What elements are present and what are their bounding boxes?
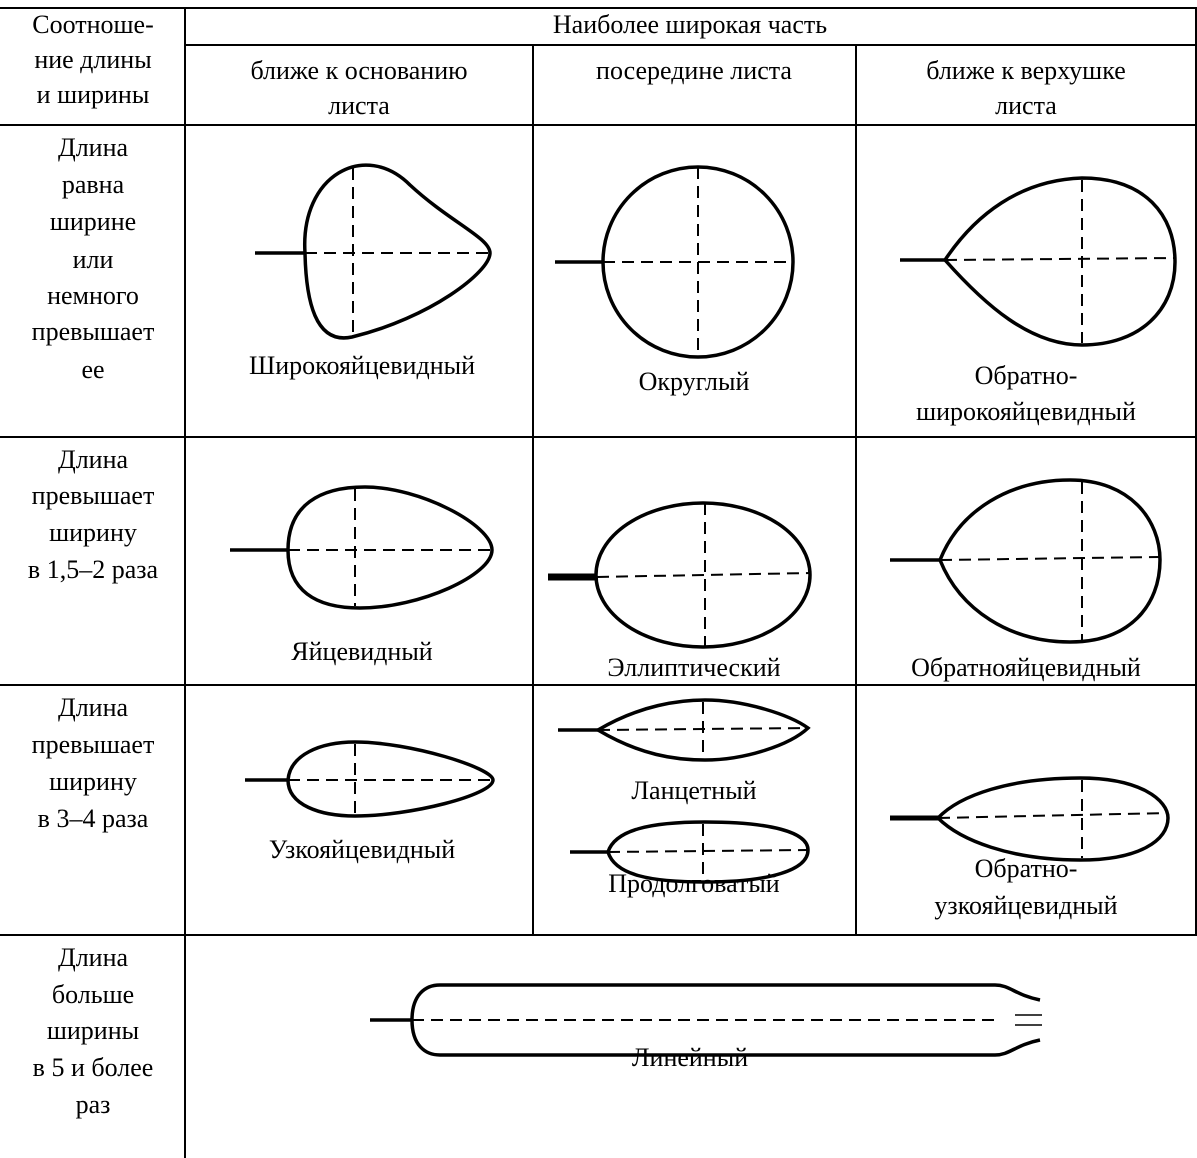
shape-names: Широкояйцевидный Округлый Обратно- широк…: [249, 351, 1141, 1072]
shape-name: Эллиптический: [607, 653, 780, 682]
leaf-linear: [370, 983, 1042, 1057]
row-label: Длина: [58, 693, 129, 722]
shape-name: узкояйцевидный: [934, 891, 1117, 920]
shape-name: широкояйцевидный: [916, 397, 1136, 426]
header-cell: и ширины: [37, 80, 150, 109]
header-cell: посередине листа: [596, 56, 792, 85]
shape-name: Продолговатый: [608, 869, 780, 898]
table-grid: [0, 7, 1197, 1158]
row-label: Длина: [58, 445, 129, 474]
row-label: ширину: [49, 518, 137, 547]
leaf-drawings: [230, 163, 1177, 1057]
header-cell: Соотноше-: [32, 10, 154, 39]
shape-name: Обратнояйцевидный: [911, 653, 1141, 682]
shape-name: Ланцетный: [631, 776, 756, 805]
leaf-lanceolate: [558, 698, 811, 762]
row-label: Длина: [58, 943, 129, 972]
row-label: ширину: [49, 767, 137, 796]
row-label: ширины: [47, 1016, 139, 1045]
leaf-oblong: [570, 820, 810, 884]
shape-name: Округлый: [639, 367, 750, 396]
shape-name: Узкояйцевидный: [269, 835, 455, 864]
row-label: раз: [76, 1090, 111, 1119]
row-label: Длина: [58, 133, 129, 162]
leaf-round: [555, 165, 795, 359]
header-cell: листа: [995, 91, 1057, 120]
shape-name: Линейный: [632, 1043, 748, 1072]
row-label: в 1,5–2 раза: [28, 555, 159, 584]
row-label: равна: [62, 170, 125, 199]
shape-name: Обратно-: [975, 854, 1078, 883]
header-cell: Наиболее широкая часть: [553, 10, 827, 39]
shape-name: Обратно-: [975, 361, 1078, 390]
row-label: в 5 и более: [33, 1053, 154, 1082]
header-texts: Соотноше- ние длины и ширины Наиболее ши…: [32, 10, 1125, 120]
row-label: в 3–4 раза: [38, 804, 149, 833]
row-label: немного: [47, 281, 139, 310]
shape-name: Яйцевидный: [291, 637, 433, 666]
row-label: превышает: [32, 730, 155, 759]
leaf-narrow-ovate: [245, 740, 495, 818]
row-label: ее: [81, 355, 104, 384]
shape-name: Широкояйцевидный: [249, 351, 475, 380]
header-cell: ближе к основанию: [250, 56, 467, 85]
header-cell: ближе к верхушке: [926, 56, 1125, 85]
header-cell: ние длины: [34, 45, 151, 74]
leaf-obovate: [890, 478, 1162, 644]
row-label: или: [73, 245, 114, 274]
leaf-broad-obovate: [900, 176, 1177, 347]
row-label: больше: [52, 980, 134, 1009]
leaf-ovate: [230, 485, 494, 610]
row-label: ширине: [50, 207, 136, 236]
row-label: превышает: [32, 481, 155, 510]
leaf-narrow-obovate: [890, 776, 1170, 862]
row-label: превышает: [32, 317, 155, 346]
header-cell: листа: [328, 91, 390, 120]
leaf-elliptic: [548, 501, 812, 649]
row-labels: Длина равна ширине или немного превышает…: [28, 133, 159, 1119]
leaf-broad-ovate: [255, 163, 492, 340]
